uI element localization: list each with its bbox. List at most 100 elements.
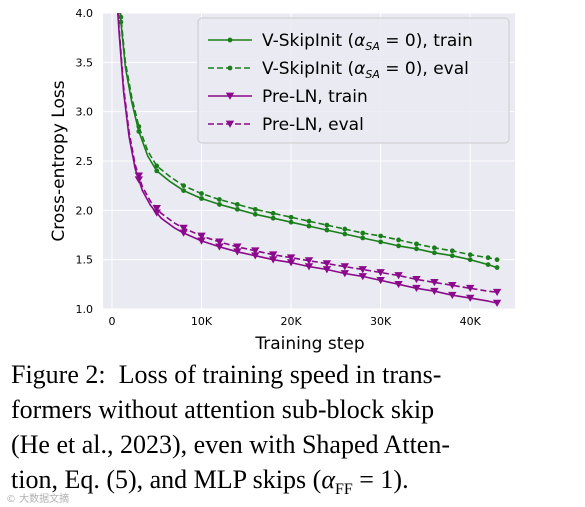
x-axis-title: Training step xyxy=(254,334,364,354)
series-marker xyxy=(396,237,401,243)
series-3 xyxy=(117,13,502,307)
series-marker xyxy=(306,223,312,229)
legend-marker xyxy=(225,92,235,100)
legend: V-SkipInit (αSA = 0), train V-SkipInit (α… xyxy=(197,17,510,144)
series-marker xyxy=(268,256,278,264)
series-marker xyxy=(234,206,240,212)
series-marker xyxy=(485,255,491,261)
x-tick-label: 40K xyxy=(460,315,482,328)
series-marker xyxy=(414,246,419,252)
legend-label: V-SkipInit (αSA = 0), train xyxy=(262,31,473,53)
series-marker xyxy=(152,209,161,217)
series-marker xyxy=(286,259,296,267)
caption-line-2: formers without attention sub-block skip xyxy=(11,392,573,427)
series-marker xyxy=(324,227,330,233)
series-marker xyxy=(414,241,419,247)
series-marker xyxy=(197,232,206,240)
series-marker xyxy=(179,224,188,232)
caption-line-1: Figure 2: Loss of training speed in tran… xyxy=(11,357,573,392)
series-marker xyxy=(304,257,314,265)
y-tick-label: 4.0 xyxy=(76,7,94,20)
series-marker xyxy=(412,284,421,293)
series-marker xyxy=(449,248,455,254)
series-marker xyxy=(430,279,439,287)
series-marker xyxy=(270,210,276,216)
series-marker xyxy=(288,219,294,225)
watermark: © 大数据文摘 xyxy=(6,494,70,505)
series-marker xyxy=(251,247,260,255)
series-marker xyxy=(448,281,457,290)
series-marker xyxy=(492,288,502,297)
series-marker xyxy=(485,262,491,267)
tick-labels: 0 10K 20K 30K 40K 1.0 1.5 2.0 2.5 3.0 3.5 4.0 xyxy=(76,7,482,328)
series-marker xyxy=(378,239,384,245)
series-marker xyxy=(492,299,502,307)
series-marker xyxy=(252,211,258,217)
caption-text-1: Figure 2: Loss of training speed in tran… xyxy=(11,360,442,389)
series-marker xyxy=(199,191,204,196)
caption-text-3: (He et al., 2023), even with Shaped Atte… xyxy=(11,430,450,459)
series-layer xyxy=(117,13,502,307)
caption-text-2: formers without attention sub-block skip xyxy=(11,395,435,424)
y-tick-label: 1.5 xyxy=(76,254,94,267)
series-1 xyxy=(118,13,500,270)
caption-line-4: tion, Eq. (5), and MLP skips (αFF = 1). xyxy=(11,462,573,507)
series-marker xyxy=(181,188,187,194)
series-marker xyxy=(394,280,403,289)
y-tick-label: 2.5 xyxy=(76,155,94,168)
series-marker xyxy=(430,287,439,296)
series-marker xyxy=(376,269,385,277)
series-marker xyxy=(358,273,367,281)
series-marker xyxy=(234,202,240,207)
series-marker xyxy=(448,291,457,299)
series-marker xyxy=(466,284,475,293)
series-marker xyxy=(340,263,350,271)
series-marker xyxy=(467,252,473,258)
series-marker xyxy=(154,168,160,174)
series-marker xyxy=(152,205,161,213)
series-marker xyxy=(197,237,206,245)
series-marker xyxy=(342,231,348,237)
y-tick-label: 2.0 xyxy=(76,204,94,217)
series-marker xyxy=(449,253,455,259)
caption-line-3: (He et al., 2023), even with Shaped Atte… xyxy=(11,427,573,462)
series-marker xyxy=(181,183,187,189)
x-tick-label: 0 xyxy=(108,315,115,328)
series-marker xyxy=(136,124,142,129)
series-marker xyxy=(134,176,144,184)
series-marker xyxy=(306,218,312,224)
series-marker xyxy=(233,243,242,251)
legend-marker xyxy=(227,37,233,43)
legend-entry-1: V-SkipInit (αSA = 0), train xyxy=(208,31,473,53)
legend-label: Pre-LN, train xyxy=(262,87,368,107)
series-marker xyxy=(340,270,350,278)
series-marker xyxy=(217,202,222,207)
loss-chart: 0 10K 20K 30K 40K 1.0 1.5 2.0 2.5 3.0 3.5 4.0 Train… xyxy=(49,7,515,354)
series-marker xyxy=(466,294,475,302)
series-marker xyxy=(358,266,367,274)
series-marker xyxy=(360,235,366,241)
series-marker xyxy=(342,226,348,232)
series-marker xyxy=(288,214,294,220)
caption-alpha-subscript: FF xyxy=(334,481,353,499)
series-marker xyxy=(324,222,330,228)
y-tick-label: 3.5 xyxy=(76,56,94,69)
x-tick-label: 20K xyxy=(280,315,302,328)
caption-text-4a: tion, Eq. (5), and MLP skips ( xyxy=(11,465,322,494)
series-marker xyxy=(286,254,296,262)
series-marker xyxy=(431,245,437,251)
legend-entry-4: Pre-LN, eval xyxy=(208,115,364,135)
series-marker xyxy=(494,265,500,270)
y-axis-title: Cross-entropy Loss xyxy=(49,80,69,241)
series-marker xyxy=(199,196,204,201)
series-marker xyxy=(376,277,385,285)
series-marker xyxy=(154,163,160,169)
series-marker xyxy=(215,238,224,246)
series-marker xyxy=(304,263,314,271)
legend-entry-3: Pre-LN, train xyxy=(208,87,368,107)
series-2 xyxy=(118,13,500,263)
series-marker xyxy=(179,229,188,237)
legend-entry-2: V-SkipInit (αSA = 0), eval xyxy=(208,59,469,81)
legend-box xyxy=(197,17,510,144)
series-marker xyxy=(394,272,403,280)
